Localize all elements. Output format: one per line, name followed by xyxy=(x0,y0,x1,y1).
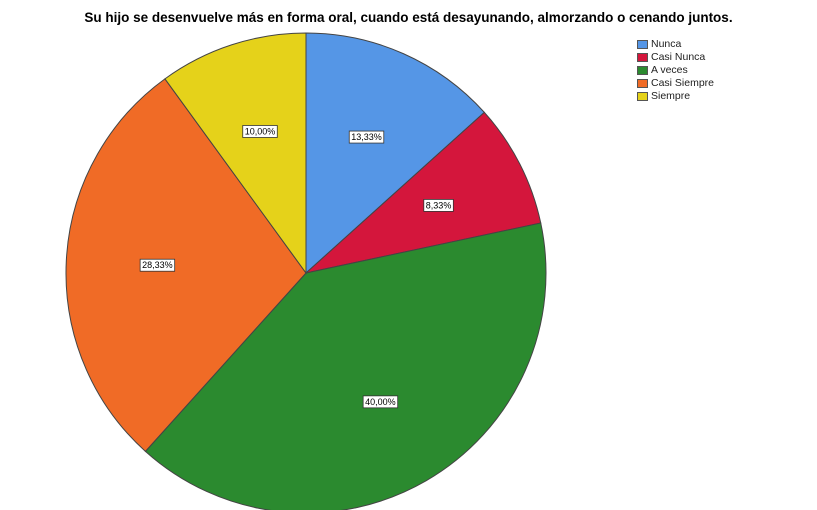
pie-slice-value-label: 13,33% xyxy=(348,130,385,144)
pie-slice-value-text: 8,33% xyxy=(426,200,452,210)
pie-slice-labels: 13,33% 8,33% 40,00% 28,33% 10,00% xyxy=(139,125,454,409)
pie-slice-value-text: 10,00% xyxy=(245,126,276,136)
pie-slice-label-box xyxy=(423,199,454,212)
pie-slice-value-text: 13,33% xyxy=(351,132,382,142)
pie-slice-value-label: 28,33% xyxy=(139,258,176,272)
legend-item-casi-nunca: Casi Nunca xyxy=(637,51,714,64)
pie-slice-label-box xyxy=(362,395,399,409)
legend-label: Casi Nunca xyxy=(651,51,706,63)
legend-item-a-veces: A veces xyxy=(637,64,714,77)
chart-title: Su hijo se desenvuelve más en forma oral… xyxy=(84,10,733,25)
legend-swatch xyxy=(637,53,648,62)
legend-item-siempre: Siempre xyxy=(637,90,714,103)
pie-slice-value-text: 40,00% xyxy=(365,397,396,407)
pie-slice-label-box xyxy=(139,258,176,272)
legend: Nunca Casi Nunca A veces Casi Siempre Siempr… xyxy=(637,38,714,103)
pie-slice-casi-siempre xyxy=(65,78,307,453)
legend-item-casi-siempre: Casi Siempre xyxy=(637,77,714,90)
legend-swatch xyxy=(637,79,648,88)
legend-item-nunca: Nunca xyxy=(637,38,714,51)
pie-slice-casi-nunca xyxy=(304,111,542,274)
pie-slices xyxy=(65,32,547,510)
pie-slice-value-text: 28,33% xyxy=(142,260,173,270)
pie-slice-nunca xyxy=(305,32,486,275)
legend-swatch xyxy=(637,92,648,101)
pie-slice-siempre xyxy=(164,32,307,275)
legend-label: A veces xyxy=(651,64,688,76)
legend-label: Nunca xyxy=(651,38,682,50)
legend-label: Siempre xyxy=(651,90,691,102)
pie-slice-value-label: 8,33% xyxy=(423,199,454,212)
pie-slice-value-label: 40,00% xyxy=(362,395,399,409)
legend-swatch xyxy=(637,40,648,49)
legend-label: Casi Siempre xyxy=(651,77,715,89)
pie-slice-a-veces xyxy=(144,222,547,510)
pie-slice-label-box xyxy=(348,130,385,144)
pie-slice-label-box xyxy=(242,125,278,138)
pie-slice-value-label: 10,00% xyxy=(242,125,278,138)
legend-swatch xyxy=(637,66,648,75)
